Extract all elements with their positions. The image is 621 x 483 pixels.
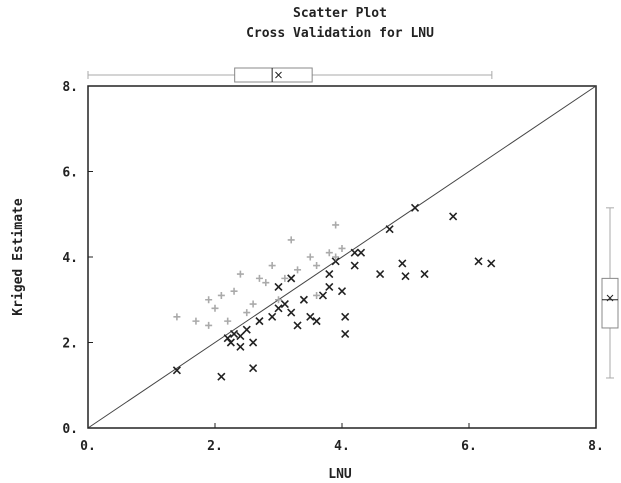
x-tick-label: 2. bbox=[207, 439, 223, 454]
point bbox=[337, 287, 347, 296]
point bbox=[341, 329, 350, 339]
point bbox=[242, 325, 251, 334]
point bbox=[249, 338, 258, 347]
point bbox=[236, 342, 245, 351]
box-mean bbox=[606, 294, 614, 302]
point bbox=[205, 321, 213, 329]
point bbox=[306, 253, 314, 261]
point bbox=[172, 366, 181, 375]
point bbox=[306, 312, 315, 321]
point bbox=[341, 312, 350, 321]
y-tick-label: 8. bbox=[62, 80, 78, 95]
point bbox=[249, 364, 258, 373]
point bbox=[313, 262, 321, 270]
x-tick-label: 4. bbox=[334, 439, 350, 454]
point bbox=[325, 249, 333, 257]
point bbox=[217, 291, 225, 299]
point bbox=[401, 272, 410, 281]
point bbox=[226, 338, 235, 347]
point bbox=[287, 274, 296, 283]
point bbox=[420, 270, 429, 279]
point bbox=[312, 317, 321, 326]
point bbox=[313, 291, 321, 299]
point bbox=[268, 262, 276, 270]
x-tick-label: 0. bbox=[80, 439, 96, 454]
y-tick-label: 6. bbox=[62, 166, 78, 181]
point bbox=[274, 304, 283, 313]
point bbox=[325, 270, 334, 279]
point bbox=[331, 257, 340, 266]
point bbox=[192, 317, 200, 325]
point bbox=[332, 221, 340, 229]
y-tick-label: 2. bbox=[62, 337, 78, 352]
box bbox=[601, 277, 619, 329]
box bbox=[234, 67, 313, 83]
point bbox=[299, 295, 308, 304]
point bbox=[350, 261, 359, 270]
point bbox=[350, 248, 359, 257]
point bbox=[217, 372, 226, 381]
point bbox=[243, 309, 251, 317]
point bbox=[268, 312, 277, 321]
point bbox=[275, 296, 282, 304]
box-mean bbox=[275, 71, 282, 79]
point bbox=[332, 253, 340, 261]
chart-subtitle: Cross Validation for LNU bbox=[246, 26, 434, 41]
x-axis-label: LNU bbox=[328, 467, 352, 482]
point bbox=[410, 203, 420, 212]
point bbox=[487, 259, 496, 268]
point bbox=[398, 259, 407, 268]
point bbox=[249, 300, 257, 308]
point bbox=[230, 287, 238, 295]
point bbox=[205, 296, 213, 304]
point bbox=[255, 317, 264, 326]
y-tick-label: 0. bbox=[62, 422, 78, 437]
point bbox=[280, 299, 289, 309]
point bbox=[338, 244, 346, 252]
point bbox=[449, 212, 458, 221]
point bbox=[173, 313, 181, 321]
point bbox=[255, 274, 263, 282]
point bbox=[224, 317, 232, 325]
point bbox=[236, 270, 244, 278]
point bbox=[281, 274, 289, 282]
chart-title: Scatter Plot bbox=[293, 6, 387, 21]
point bbox=[376, 270, 385, 279]
point bbox=[236, 332, 245, 341]
point bbox=[294, 266, 302, 274]
point bbox=[318, 291, 328, 300]
point bbox=[211, 304, 219, 312]
point bbox=[262, 279, 270, 287]
x-tick-label: 6. bbox=[461, 439, 477, 454]
point bbox=[474, 257, 483, 266]
point bbox=[325, 282, 334, 291]
point bbox=[385, 225, 394, 234]
point bbox=[287, 236, 295, 244]
reference-line bbox=[87, 85, 597, 429]
point bbox=[229, 329, 239, 339]
point bbox=[293, 321, 302, 330]
y-axis-label: Kriged Estimate bbox=[11, 198, 26, 316]
point bbox=[287, 308, 296, 317]
y-tick-label: 4. bbox=[62, 251, 78, 266]
point bbox=[356, 248, 366, 257]
point bbox=[274, 282, 283, 291]
x-tick-label: 8. bbox=[588, 439, 604, 454]
